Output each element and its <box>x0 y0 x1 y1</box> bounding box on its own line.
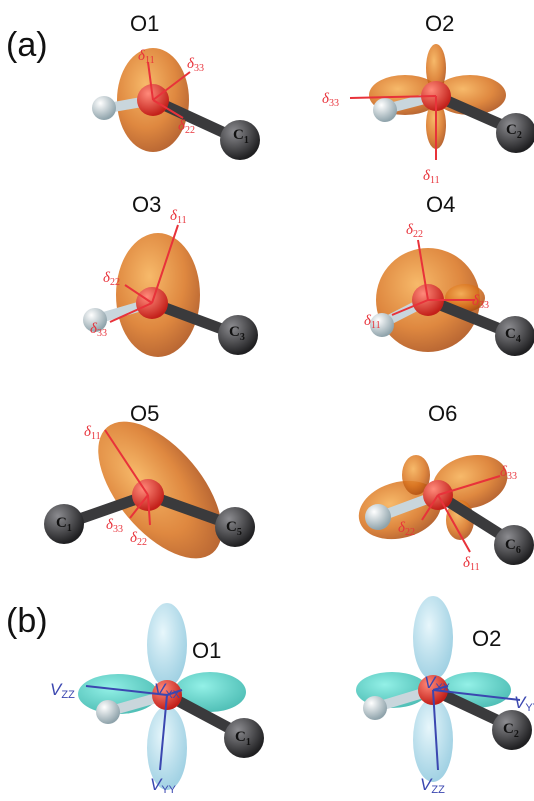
efg-lobe <box>413 596 453 680</box>
efg-lobe <box>174 672 246 712</box>
hydrogen-atom <box>83 308 107 332</box>
site-label-o1: O1 <box>130 11 159 36</box>
delta11-axis <box>147 61 154 101</box>
molecule-o1-efg: O1 C1 VZZ VXX VYY <box>50 603 264 796</box>
vyy-axis <box>159 694 168 771</box>
molecule-o6-cs: O6 C6 δ33 δ22 δ11 <box>358 401 534 573</box>
hydrogen-atom <box>92 96 116 120</box>
carbon-atom <box>495 316 534 356</box>
carbon-label: C4 <box>505 326 521 345</box>
site-label-o4: O4 <box>426 192 455 217</box>
delta33-label: δ33 <box>187 56 204 74</box>
site-label-b-o1: O1 <box>192 638 221 663</box>
carbon-atom <box>44 504 84 544</box>
panel-label-b: (b) <box>6 602 48 640</box>
delta11-label: δ11 <box>463 555 480 573</box>
carbon-atom <box>496 113 534 153</box>
cs-lobe <box>426 44 446 92</box>
molecule-o3-cs: O3 C3 δ11 δ22 δ33 <box>83 192 258 357</box>
carbon-label: C1 <box>235 729 251 748</box>
panel-label-a: (a) <box>6 26 48 64</box>
carbon-atom <box>494 525 534 565</box>
vzz-axis <box>432 689 439 771</box>
delta33-label: δ33 <box>500 464 517 482</box>
delta11-label: δ11 <box>170 208 187 226</box>
delta11-label: δ11 <box>423 168 440 186</box>
carbon-atom <box>220 120 260 160</box>
delta22-label: δ22 <box>178 118 195 136</box>
delta11-axis <box>151 224 179 304</box>
vxx-axis <box>166 689 183 696</box>
hydrogen-atom <box>96 700 120 724</box>
molecule-o4-cs: O4 C4 δ22 δ33 δ11 <box>364 192 534 356</box>
molecule-o2-cs: O2 C2 δ33 δ11 <box>322 11 534 186</box>
delta22-label: δ22 <box>103 270 120 288</box>
carbon-label: C2 <box>503 721 519 740</box>
site-label-o5: O5 <box>130 401 159 426</box>
delta33-label: δ33 <box>322 91 339 109</box>
carbon-label-left: C1 <box>56 515 72 534</box>
carbon-label: C1 <box>233 127 249 146</box>
delta33-label: δ33 <box>90 321 107 339</box>
delta33-axis <box>152 71 191 101</box>
delta33-axis <box>109 302 153 323</box>
delta22-axis <box>147 494 151 526</box>
site-label-o6: O6 <box>428 401 457 426</box>
carbon-label: C6 <box>505 537 521 556</box>
delta22-axis <box>124 284 153 304</box>
delta22-axis <box>417 239 429 301</box>
delta11-label: δ11 <box>364 313 381 331</box>
delta11-axis <box>391 299 429 316</box>
vyy-axis <box>432 689 521 701</box>
vzz-axis <box>85 685 168 696</box>
delta33-axis <box>349 95 437 99</box>
efg-lobe <box>147 603 187 687</box>
hydrogen-atom <box>363 696 387 720</box>
molecule-o5-cs: O5 C1 C5 δ11 δ33 δ22 <box>44 401 255 559</box>
carbon-label: C2 <box>506 122 522 141</box>
molecule-o1-cs: O1 C1 δ11 δ33 δ22 <box>92 11 260 160</box>
delta33-axis <box>129 494 149 519</box>
site-label-b-o2: O2 <box>472 626 501 651</box>
carbon-label: C5 <box>226 519 242 538</box>
delta11-label: δ11 <box>138 48 155 66</box>
hydrogen-atom <box>365 504 391 530</box>
efg-lobe <box>413 698 453 782</box>
carbon-atom <box>224 718 264 758</box>
carbon-label: C3 <box>229 324 245 343</box>
delta33-label: δ33 <box>106 517 123 535</box>
vyy-label: VYY <box>150 775 177 796</box>
delta22-label: δ22 <box>406 222 423 240</box>
delta11-axis <box>437 494 471 553</box>
delta11-label: δ11 <box>84 424 101 442</box>
delta22-axis <box>421 494 439 521</box>
site-label-o2: O2 <box>425 11 454 36</box>
vzz-label: VZZ <box>420 775 445 796</box>
vxx-label: VXX <box>424 673 451 694</box>
delta22-axis <box>152 99 184 119</box>
cs-lobe <box>402 455 430 495</box>
delta11-axis <box>104 429 149 496</box>
delta33-label: δ33 <box>472 293 489 311</box>
delta33-axis <box>437 475 501 496</box>
vxx-axis <box>432 685 449 691</box>
carbon-atom <box>215 507 255 547</box>
site-label-o3: O3 <box>132 192 161 217</box>
delta22-label: δ22 <box>130 530 147 548</box>
vxx-label: VXX <box>154 680 181 701</box>
hydrogen-atom <box>373 98 397 122</box>
vyy-label: VYY <box>514 693 534 714</box>
molecule-o2-efg: O2 C2 VXX VYY VZZ <box>356 596 534 796</box>
efg-lobe <box>147 706 187 790</box>
carbon-atom <box>492 710 532 750</box>
delta22-label: δ22 <box>398 520 415 538</box>
hydrogen-atom <box>370 313 394 337</box>
vzz-label: VZZ <box>50 680 75 701</box>
carbon-atom <box>218 315 258 355</box>
